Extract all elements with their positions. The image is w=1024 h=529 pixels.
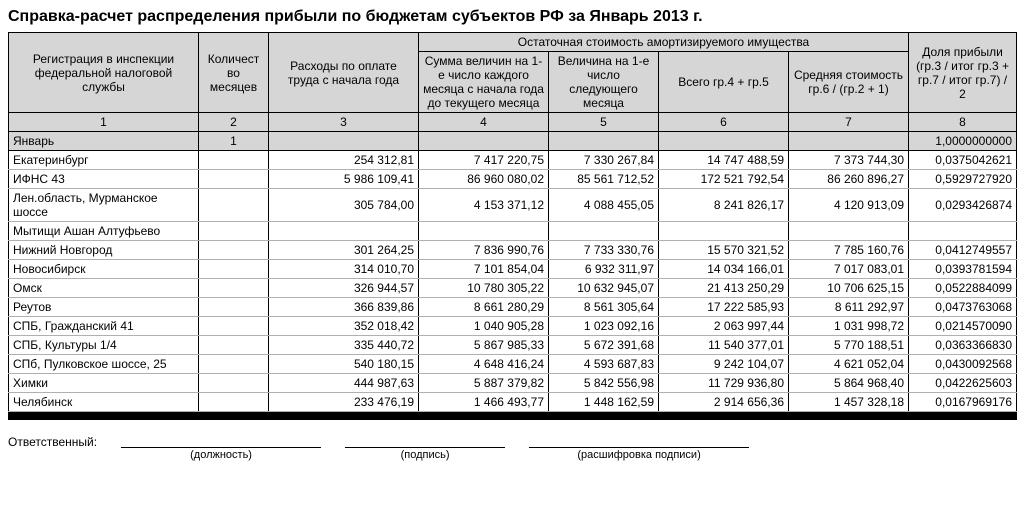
month-summary-row: Январь 1 1,0000000000 [9,132,1017,151]
signature-fullname: (расшифровка подписи) [529,434,749,461]
header-sum: Сумма величин на 1-е число каждого месяц… [419,52,549,113]
page-title: Справка-расчет распределения прибыли по … [8,8,1016,26]
table-row: Реутов366 839,868 661 280,298 561 305,64… [9,298,1017,317]
table-row: Нижний Новгород301 264,257 836 990,767 7… [9,241,1017,260]
table-row: СПБ, Культуры 1/4335 440,725 867 985,335… [9,336,1017,355]
month-label: Январь [9,132,199,151]
signature-label: Ответственный: [8,435,97,461]
month-count: 1 [199,132,269,151]
header-expenses: Расходы по оплате труда с начала года [269,33,419,113]
header-share: Доля прибыли (гр.3 / итог гр.3 + гр.7 / … [909,33,1017,113]
footer-bar [9,412,1017,420]
table-row: Омск326 944,5710 780 305,2210 632 945,07… [9,279,1017,298]
table-row: СПб, Пулковское шоссе, 25540 180,154 648… [9,355,1017,374]
header-avg: Средняя стоимость гр.6 / (гр.2 + 1) [789,52,909,113]
month-share: 1,0000000000 [909,132,1017,151]
table-row: Новосибирск314 010,707 101 854,046 932 3… [9,260,1017,279]
profit-distribution-table: Регистрация в инспекции федеральной нало… [8,32,1017,420]
signature-sign: (подпись) [345,434,505,461]
table-row: Челябинск233 476,191 466 493,771 448 162… [9,393,1017,412]
signature-area: Ответственный: (должность) (подпись) (ра… [8,434,1016,461]
header-next: Величина на 1-е число следующего месяца [549,52,659,113]
header-group-residual: Остаточная стоимость амортизируемого иму… [419,33,909,52]
table-row: Лен.область, Мурманское шоссе305 784,004… [9,189,1017,222]
table-row: Екатеринбург254 312,817 417 220,757 330 … [9,151,1017,170]
header-months: Количест во месяцев [199,33,269,113]
table-row: СПБ, Гражданский 41352 018,421 040 905,2… [9,317,1017,336]
signature-position: (должность) [121,434,321,461]
table-row: Химки444 987,635 887 379,825 842 556,981… [9,374,1017,393]
header-registration: Регистрация в инспекции федеральной нало… [9,33,199,113]
table-row: Мытищи Ашан Алтуфьево [9,222,1017,241]
table-row: ИФНС 435 986 109,4186 960 080,0285 561 7… [9,170,1017,189]
header-total: Всего гр.4 + гр.5 [659,52,789,113]
column-number-row: 1 2 3 4 5 6 7 8 [9,113,1017,132]
